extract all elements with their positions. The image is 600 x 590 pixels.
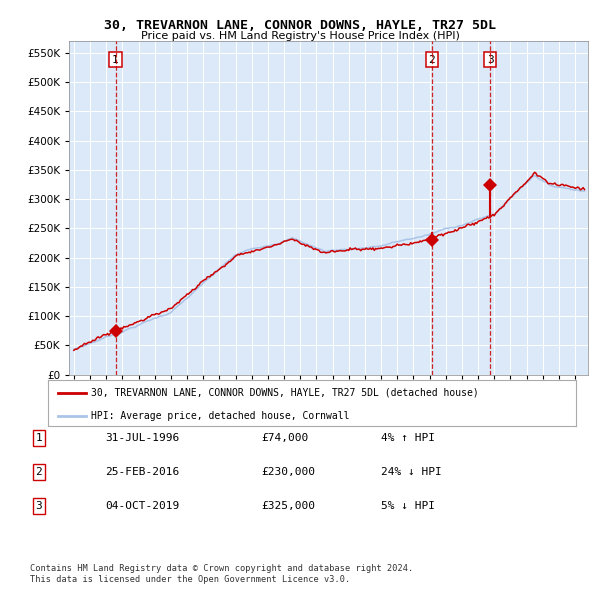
Text: HPI: Average price, detached house, Cornwall: HPI: Average price, detached house, Corn…: [91, 411, 350, 421]
Text: 25-FEB-2016: 25-FEB-2016: [105, 467, 179, 477]
Text: 1: 1: [112, 55, 119, 65]
Text: This data is licensed under the Open Government Licence v3.0.: This data is licensed under the Open Gov…: [30, 575, 350, 584]
Text: £74,000: £74,000: [261, 433, 308, 442]
Text: 2: 2: [35, 467, 43, 477]
Text: 24% ↓ HPI: 24% ↓ HPI: [381, 467, 442, 477]
Text: 2: 2: [428, 55, 436, 65]
Text: 31-JUL-1996: 31-JUL-1996: [105, 433, 179, 442]
Text: £325,000: £325,000: [261, 502, 315, 511]
Text: 1: 1: [35, 433, 43, 442]
Text: 30, TREVARNON LANE, CONNOR DOWNS, HAYLE, TR27 5DL (detached house): 30, TREVARNON LANE, CONNOR DOWNS, HAYLE,…: [91, 388, 479, 398]
Text: 04-OCT-2019: 04-OCT-2019: [105, 502, 179, 511]
Text: 3: 3: [487, 55, 494, 65]
Text: 5% ↓ HPI: 5% ↓ HPI: [381, 502, 435, 511]
Text: 30, TREVARNON LANE, CONNOR DOWNS, HAYLE, TR27 5DL: 30, TREVARNON LANE, CONNOR DOWNS, HAYLE,…: [104, 19, 496, 32]
Text: £230,000: £230,000: [261, 467, 315, 477]
Text: Price paid vs. HM Land Registry's House Price Index (HPI): Price paid vs. HM Land Registry's House …: [140, 31, 460, 41]
Text: Contains HM Land Registry data © Crown copyright and database right 2024.: Contains HM Land Registry data © Crown c…: [30, 565, 413, 573]
Text: 4% ↑ HPI: 4% ↑ HPI: [381, 433, 435, 442]
Text: 3: 3: [35, 502, 43, 511]
